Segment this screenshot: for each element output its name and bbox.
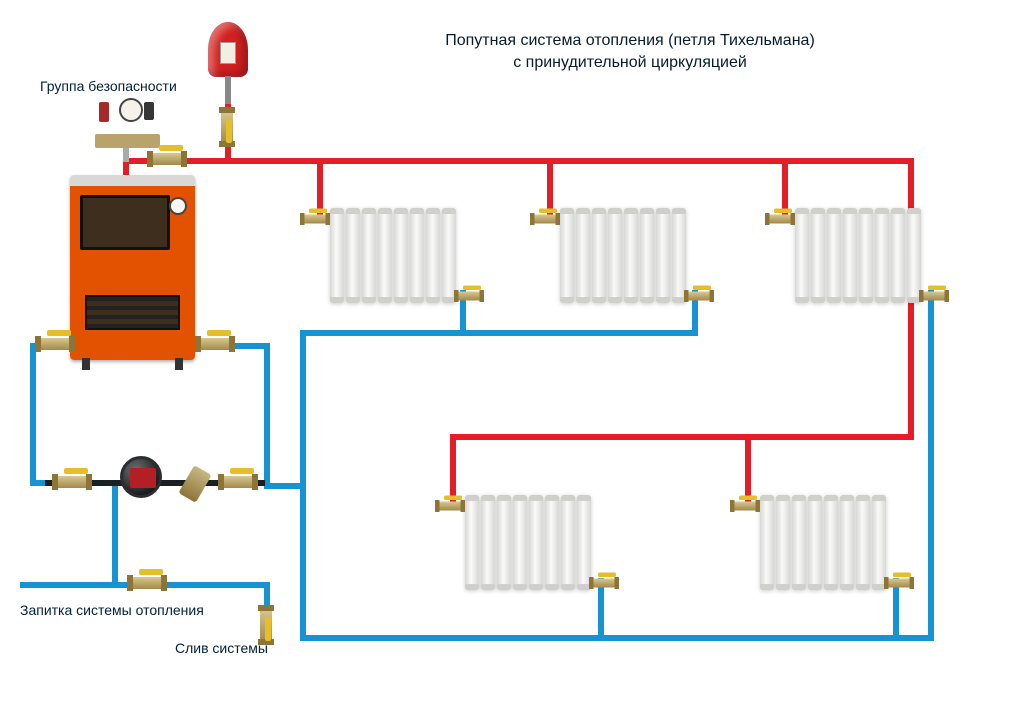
radiator-top-1	[330, 208, 456, 303]
valve-expansion	[216, 110, 238, 144]
radiator-bottom-2	[760, 495, 886, 590]
pipe-hot-loop	[450, 434, 914, 440]
safety-group	[95, 108, 160, 148]
title-line-2: с принудительной циркуляцией	[513, 54, 747, 71]
pipe-cold-collector-top	[300, 330, 698, 336]
radiator-top-2	[560, 208, 686, 303]
pipe-hot-drop	[450, 434, 456, 504]
valve-rad-in	[302, 211, 328, 228]
valve-rad-out	[686, 288, 712, 305]
boiler	[70, 175, 195, 360]
valve-drain	[255, 608, 277, 642]
pipe-cold	[30, 343, 36, 486]
pipe-cold	[300, 330, 306, 488]
valve-rad-out	[886, 575, 912, 592]
expansion-tank	[208, 22, 248, 77]
valve-fill	[130, 572, 164, 594]
valve-pump-in	[55, 471, 89, 493]
label-drain: Слив системы	[175, 640, 268, 656]
diagram-title: Попутная система отопления (петля Тихель…	[400, 30, 860, 75]
pipe-cold	[300, 483, 306, 641]
expansion-tank-stem	[225, 76, 231, 104]
pipe-hot-main	[123, 158, 913, 164]
valve-rad-in	[532, 211, 558, 228]
valve-hot-out	[150, 148, 184, 170]
valve-rad-out	[591, 575, 617, 592]
valve-rad-in	[437, 498, 463, 515]
title-line-1: Попутная система отопления (петля Тихель…	[445, 32, 815, 49]
label-fill: Запитка системы отопления	[20, 602, 204, 618]
valve-rad-in	[767, 211, 793, 228]
valve-rad-in	[732, 498, 758, 515]
pipe-cold-collector-bottom	[300, 635, 934, 641]
radiator-bottom-1	[465, 495, 591, 590]
circulation-pump	[120, 456, 162, 498]
valve-pump-out	[221, 471, 255, 493]
pipe-cold-riser	[928, 290, 934, 640]
radiator-top-3	[795, 208, 921, 303]
valve-rad-out	[921, 288, 947, 305]
valve-rad-out	[456, 288, 482, 305]
pump-assembly	[45, 450, 265, 520]
pipe-hot-drop	[745, 434, 751, 504]
valve-boiler-right	[198, 333, 232, 355]
label-safety-group: Группа безопасности	[40, 78, 177, 94]
valve-boiler-left	[38, 333, 72, 355]
